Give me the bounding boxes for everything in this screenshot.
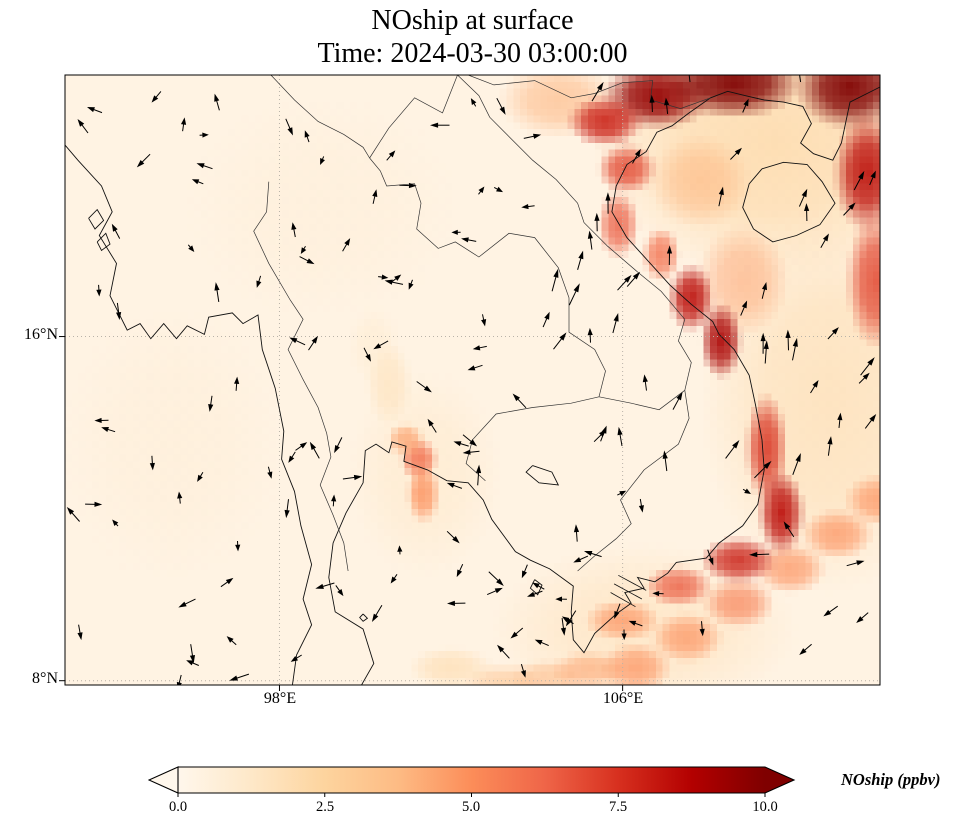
chart-subtitle-time: Time: 2024-03-30 03:00:00	[317, 38, 628, 69]
country-border	[369, 157, 606, 397]
coastline	[328, 86, 880, 685]
country-border	[577, 390, 690, 572]
colorbar-tick-100: 10.0	[752, 799, 778, 815]
y-tick-8n: 8°N	[32, 670, 58, 687]
x-tick-98e: 98°E	[263, 690, 297, 707]
x-tick-106e: 106°E	[602, 690, 644, 707]
coastline	[65, 144, 313, 685]
coastline	[525, 465, 560, 486]
y-tick-16n: 16°N	[24, 326, 58, 343]
country-border	[253, 181, 349, 572]
country-border	[598, 390, 686, 411]
heatmap-canvas	[65, 75, 880, 685]
country-border	[270, 75, 370, 159]
coastline	[529, 579, 543, 596]
colorbar-tick-0: 0.0	[168, 799, 188, 815]
country-border	[369, 75, 458, 159]
coastline	[742, 161, 836, 243]
colorbar: 0.0 2.5 5.0 7.5 10.0	[147, 766, 808, 818]
colorbar-tick-75: 7.5	[608, 799, 628, 815]
colorbar-tick-50: 5.0	[461, 799, 481, 815]
country-border	[468, 75, 711, 109]
chart-title: NOship at surface	[371, 5, 574, 36]
coastline	[88, 208, 105, 230]
country-border	[457, 75, 692, 391]
coastline	[359, 613, 369, 622]
colorbar-tick-25: 2.5	[315, 799, 335, 815]
coastline	[96, 232, 111, 252]
colorbar-gradient	[147, 766, 796, 797]
colorbar-label: NOship (ppbv)	[841, 770, 941, 789]
country-border	[465, 396, 600, 481]
